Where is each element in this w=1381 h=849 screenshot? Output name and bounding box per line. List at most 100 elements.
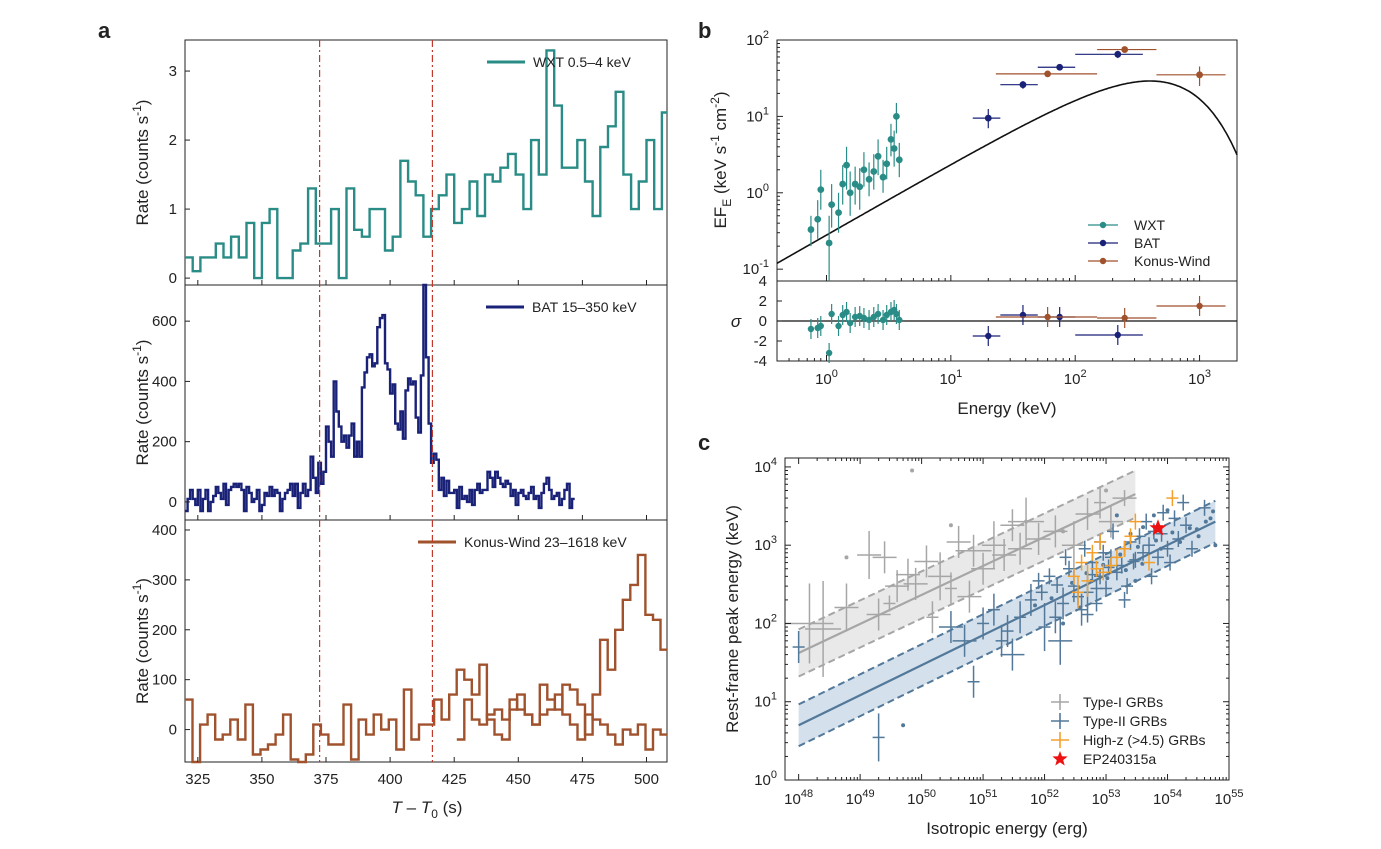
residual-point [896,316,903,324]
light-curve-a1: 0 1 2 3 Rate (counts s-1) WXT 0.5–4 keV [130,39,668,287]
grb-point [1158,546,1163,551]
grb-point [948,523,953,528]
residual-series-WXT [807,300,903,363]
y-tick-label: 200 [152,434,177,451]
grb-point [1133,578,1138,583]
x-tick-label: 1055 [1215,788,1244,808]
residual-point [825,349,833,357]
x-tick-label: 1054 [1153,788,1182,808]
legend-label-a2: BAT 15–350 keV [532,299,637,315]
legend-label: Type-II GRBs [1083,713,1167,729]
y-tick-label: 600 [152,313,177,330]
grb-point [1078,605,1083,610]
grb-point [901,723,906,728]
data-point [1121,46,1129,53]
x-tick-label: 1050 [907,788,936,808]
residual-point [807,325,815,333]
x-tick-label: 1048 [784,788,813,808]
residual-series-BAT [972,305,1143,346]
axes-frame [184,519,668,763]
panel-letter-a: a [98,18,111,43]
y-tick-label: 100 [152,672,177,689]
grb-point [1170,530,1175,535]
legend-label-a1: WXT 0.5–4 keV [533,54,631,70]
grb-point [844,555,849,560]
x-tick-label: 375 [313,771,338,788]
band-upper-edge [798,499,1216,706]
residual-point [1044,313,1051,321]
x-tick-label: 400 [378,771,403,788]
x-tick-label: 101 [939,368,962,388]
residual-tick-label: 2 [759,293,767,310]
y-tick-label: 103 [754,534,777,554]
x-tick-label: 1049 [846,788,875,808]
residual-point [985,332,992,340]
residual-axis-label: σ [731,312,742,331]
x-tick-label: 1052 [1030,788,1059,808]
grb-point [1104,488,1109,493]
grb-point [1024,519,1029,524]
data-point [856,183,864,191]
y-tick-label: 10-1 [743,258,769,278]
grb-point [1178,539,1183,544]
data-point [1019,81,1027,89]
x-tick-label: 475 [570,771,595,788]
axes-frame [184,39,668,286]
y-axis-label: EFE (keV s-1 cm-2) [708,91,734,228]
y-axis-label: Rate (counts s-1) [130,340,152,466]
data-point [887,135,895,143]
grb-point [1135,544,1140,549]
data-point [814,215,822,223]
series-High-z (>4.5) GRBs [1067,490,1179,609]
y-axis-label: Rate (counts s-1) [130,578,152,704]
panel-b-spectrum: 10-1 100 101 102 -4 -2 0 2 4 100 101 102 103 Energy (… [708,29,1238,418]
data-point [835,209,842,217]
ep240315a-star [1149,519,1167,536]
series-BAT [972,50,1143,129]
step-line-a1-0 [185,49,667,280]
data-point [893,112,900,120]
y-tick-label: 100 [754,769,777,789]
axes-frame [784,457,1230,781]
residual-point [1121,314,1128,322]
y-tick-label: 101 [746,105,769,125]
residual-point [860,314,868,322]
grb-point [1213,543,1218,548]
series-Type-I GRBs [785,468,1137,677]
y-tick-label: 104 [754,456,777,476]
x-tick-label: 102 [1064,368,1087,388]
y-tick-label: 400 [152,373,177,390]
legend-label: Type-I GRBs [1083,694,1163,710]
residual-point [846,319,854,327]
grb-point [1194,527,1199,532]
band-upper-edge [798,469,1136,631]
y-tick-label: 400 [152,522,177,539]
data-point [890,145,898,152]
grb-point [1196,534,1201,539]
grb-point [1154,538,1159,543]
legend-label: High-z (>4.5) GRBs [1083,732,1206,748]
data-point [846,189,854,197]
legend-label: EP240315a [1083,751,1156,767]
grb-point [910,468,915,473]
grb-point [1114,513,1119,518]
y-tick-label: 300 [152,572,177,589]
x-tick-label: 425 [442,771,467,788]
residual-tick-label: 0 [759,313,767,330]
data-point [870,168,878,175]
y-tick-label: 102 [754,612,777,632]
x-tick-label: 325 [185,771,210,788]
series-WXT [807,102,903,281]
data-point [874,152,882,160]
data-point [1196,71,1203,79]
residual-tick-label: -4 [754,353,767,370]
grb-point [1203,519,1208,524]
grb-point [1061,621,1066,626]
residual-point [817,322,824,330]
data-point [895,156,903,164]
legend-star [1052,751,1068,766]
model-curve [776,80,1238,264]
data-point [843,161,850,169]
